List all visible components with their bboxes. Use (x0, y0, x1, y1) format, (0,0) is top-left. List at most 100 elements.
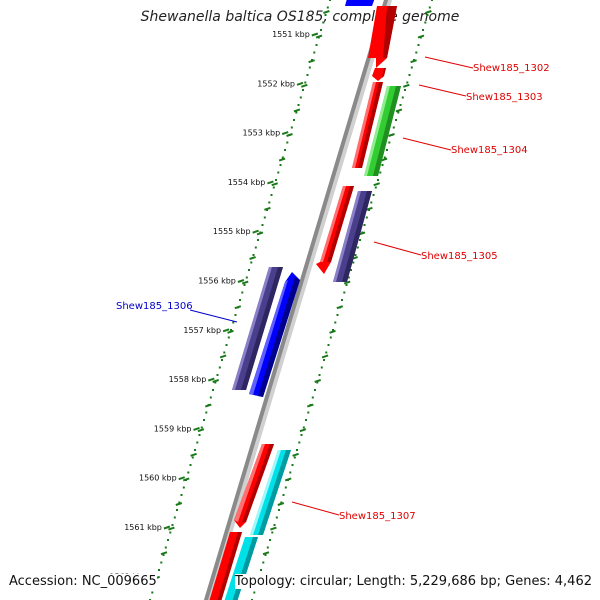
inner-tick-major (315, 34, 323, 39)
kbp-label: 1560 kbp (139, 474, 177, 483)
outer-tick (284, 486, 287, 489)
inner-tick (254, 246, 257, 249)
inner-tick (248, 269, 250, 271)
outer-tick (260, 569, 262, 571)
inner-tick (268, 201, 271, 204)
outer-tick (410, 66, 413, 69)
outer-tick-major (262, 551, 270, 556)
backbone-shadow (205, 0, 393, 600)
inner-tick (212, 389, 214, 391)
gene-arrow-blue-top[interactable] (345, 0, 376, 6)
outer-tick (318, 374, 321, 376)
kbp-label: 1552 kbp (257, 79, 295, 88)
inner-tick (221, 359, 223, 361)
outer-tick (426, 14, 429, 16)
kbp-tick (296, 81, 304, 86)
inner-tick (239, 299, 241, 301)
gene-label-shew185-1304[interactable]: Shew185_1304 (451, 145, 528, 156)
inner-tick (286, 141, 289, 144)
outer-tick-major (329, 329, 336, 334)
callout-line-shew185-1303 (418, 84, 467, 97)
gene-arrow-shew185-1307[interactable] (250, 450, 291, 535)
inner-tick-major (256, 231, 264, 236)
gene-label-shew185-1303[interactable]: Shew185_1303 (466, 92, 543, 103)
inner-tick (302, 89, 304, 91)
gene-arrow-shew185-1302[interactable] (368, 6, 397, 68)
inner-tick (187, 471, 190, 474)
kbp-label: 1555 kbp (213, 227, 251, 236)
gene-arrow-shew185-1303[interactable] (372, 68, 386, 81)
outer-tick (280, 501, 283, 504)
outer-tick-major (425, 10, 432, 14)
gene-label-shew185-1302[interactable]: Shew185_1302 (473, 63, 550, 74)
gene-arrow-red-1307-pair[interactable] (234, 444, 274, 528)
gene-arrow-shew185-1304[interactable] (364, 86, 401, 176)
inner-tick-major (212, 379, 220, 383)
inner-tick (227, 336, 230, 339)
outer-tick (336, 314, 339, 316)
inner-tick (263, 216, 266, 219)
kbp-label: 1558 kbp (169, 375, 207, 384)
inner-tick (171, 524, 174, 526)
outer-tick (325, 351, 328, 354)
inner-tick (250, 261, 253, 264)
outer-tick (395, 119, 397, 121)
gene-arrow-red-bottom[interactable] (208, 532, 242, 600)
gene-label-shew185-1305[interactable]: Shew185_1305 (421, 251, 498, 262)
gene-arrow-red-1305-pair[interactable] (316, 186, 354, 274)
outer-tick (347, 276, 350, 279)
outer-tick-major (299, 428, 307, 433)
inner-tick (266, 209, 268, 211)
inner-tick (322, 21, 325, 24)
kbp-label: 1557 kbp (183, 326, 221, 335)
inner-tick (326, 6, 329, 9)
inner-tick (297, 104, 300, 106)
outer-tick (275, 516, 278, 519)
inner-tick (178, 501, 181, 504)
inner-tick (234, 314, 237, 316)
gene-label-shew185-1307[interactable]: Shew185_1307 (339, 511, 416, 522)
outer-tick (316, 381, 319, 384)
outer-tick (406, 81, 409, 84)
inner-tick (196, 441, 199, 444)
inner-tick (311, 59, 313, 61)
inner-tick (216, 374, 219, 376)
inner-tick (257, 239, 259, 241)
inner-tick (308, 66, 311, 69)
outer-tick (379, 171, 382, 174)
outer-tick (278, 509, 280, 511)
inner-tick (205, 411, 208, 414)
inner-tick (200, 426, 203, 429)
inner-tick (189, 464, 192, 466)
inner-tick (162, 554, 165, 556)
outer-tick (302, 426, 305, 429)
gene-arrow-purple-1306-pair[interactable] (232, 267, 283, 390)
outer-tick (356, 246, 359, 249)
gene-arrow-shew185-1306[interactable] (249, 272, 300, 397)
outer-tick (374, 186, 377, 189)
inner-tick (290, 126, 293, 129)
inner-tick (214, 381, 217, 384)
inner-tick (245, 276, 248, 279)
outer-tick (282, 494, 285, 496)
inner-tick (252, 254, 255, 256)
gene-arrow-shew185-1305[interactable] (333, 191, 372, 282)
inner-tick (176, 509, 178, 511)
backbone-line (203, 0, 389, 600)
outer-tick (377, 179, 379, 181)
gene-label-shew185-1306[interactable]: Shew185_1306 (116, 301, 193, 312)
kbp-label: 1559 kbp (154, 424, 192, 433)
inner-tick-major (286, 133, 293, 137)
kbp-label: 1554 kbp (228, 178, 266, 187)
inner-tick (299, 96, 302, 99)
kbp-label: 1556 kbp (198, 277, 236, 286)
inner-tick (182, 486, 185, 489)
outer-tick (431, 0, 433, 1)
inner-tick (194, 449, 196, 451)
outer-tick (401, 96, 404, 99)
inner-tick (279, 164, 282, 166)
gene-arrow-red-1304-pair[interactable] (352, 82, 383, 168)
inner-tick (209, 396, 212, 399)
kbp-tick (252, 229, 259, 234)
outer-tick (314, 389, 316, 391)
